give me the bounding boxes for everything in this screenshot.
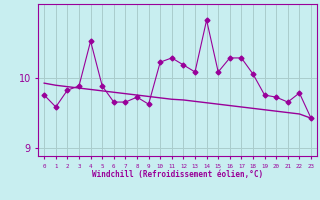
X-axis label: Windchill (Refroidissement éolien,°C): Windchill (Refroidissement éolien,°C) xyxy=(92,170,263,179)
